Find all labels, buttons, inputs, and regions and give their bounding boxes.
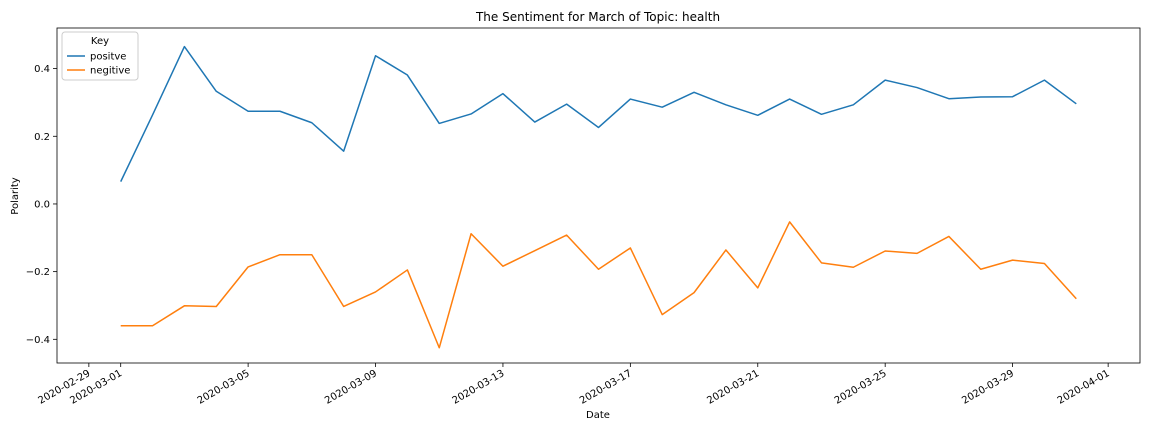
y-axis-label: Polarity (10, 177, 21, 215)
x-tick-label: 2020-03-13 (451, 368, 507, 407)
x-tick-label: 2020-03-05 (196, 368, 252, 407)
series-line-positve (120, 45, 1077, 182)
legend: Key positve negitive (61, 31, 139, 81)
legend-label-positve: positve (90, 52, 126, 63)
legend-title: Key (91, 36, 109, 47)
x-tick-label: 2020-03-25 (833, 368, 889, 407)
y-tick-label: −0.4 (26, 335, 50, 346)
x-tick-label: 2020-03-29 (960, 368, 1016, 407)
x-tick-label: 2020-03-21 (705, 368, 761, 407)
axes-frame (56, 27, 1141, 364)
series-line-negitive (120, 221, 1077, 349)
chart-title: The Sentiment for March of Topic: health (475, 10, 720, 24)
legend-label-negitive: negitive (90, 66, 130, 77)
x-tick-label: 2020-04-01 (1056, 368, 1112, 407)
legend-box (61, 31, 139, 81)
x-tick-label: 2020-03-09 (323, 368, 379, 407)
y-tick-label: 0.0 (34, 199, 50, 210)
y-tick-label: −0.2 (26, 267, 50, 278)
y-tick-label: 0.2 (34, 132, 50, 143)
x-axis-label: Date (586, 410, 610, 421)
x-tick-label: 2020-03-17 (578, 368, 634, 407)
y-tick-label: 0.4 (34, 64, 50, 75)
